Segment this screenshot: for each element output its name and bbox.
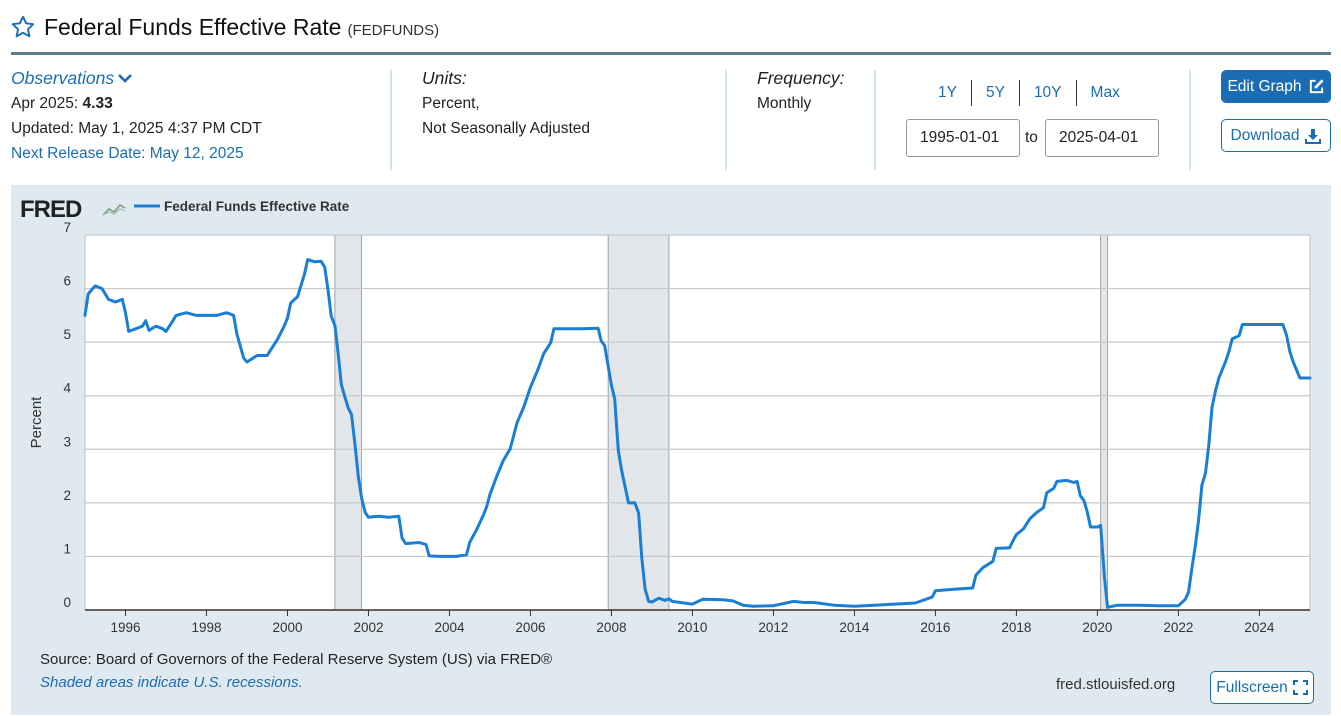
- series-id: (FEDFUNDS): [347, 21, 440, 39]
- latest-period: Apr 2025:: [11, 95, 79, 112]
- observations-dropdown[interactable]: Observations: [11, 66, 262, 91]
- chevron-down-icon: [118, 73, 133, 83]
- observations-label: Observations: [11, 68, 115, 88]
- units-line1: Percent,: [422, 95, 480, 112]
- y-tick-label: 3: [63, 434, 71, 449]
- recession-band: [334, 234, 363, 611]
- x-tick-label: 2004: [434, 620, 465, 635]
- range-5y-button[interactable]: 5Y: [970, 80, 1019, 106]
- grid-lines: [84, 234, 1311, 610]
- units-label: Units:: [422, 68, 467, 88]
- fred-logo: FRED: [20, 196, 126, 223]
- column-divider: [874, 70, 876, 170]
- recession-band: [607, 234, 670, 611]
- y-tick-label: 6: [63, 274, 71, 289]
- x-tick-label: 2020: [1082, 620, 1112, 635]
- x-axis-ticks: 1996 1998 2000 2002 2004 2006 2008 2010 2012 2014…: [110, 610, 1275, 635]
- recession-note-link[interactable]: Shaded areas indicate U.S. recessions.: [40, 674, 303, 691]
- end-date-input[interactable]: 2025-04-01: [1045, 119, 1159, 157]
- x-tick-label: 2016: [920, 620, 950, 635]
- column-divider: [390, 70, 392, 170]
- y-tick-label: 7: [63, 220, 71, 235]
- frequency-label: Frequency:: [757, 68, 845, 88]
- frequency-value: Monthly: [757, 95, 812, 112]
- svg-text:FRED: FRED: [20, 196, 82, 223]
- range-1y-button[interactable]: 1Y: [938, 84, 957, 101]
- range-buttons: 1Y 5Y 10Y Max: [924, 80, 1134, 106]
- y-tick-label: 5: [63, 327, 71, 342]
- y-tick-label: 4: [63, 381, 71, 396]
- download-button[interactable]: Download: [1221, 119, 1331, 152]
- x-tick-label: 1998: [191, 620, 221, 635]
- latest-observation: Apr 2025: 4.33: [11, 91, 262, 116]
- series-line-fedfunds: [83, 258, 1312, 609]
- next-release-link[interactable]: Next Release Date: May 12, 2025: [11, 145, 244, 162]
- download-label: Download: [1230, 126, 1300, 144]
- units-line2: Not Seasonally Adjusted: [422, 120, 591, 137]
- x-tick-label: 2018: [1001, 620, 1031, 635]
- range-max-button[interactable]: Max: [1075, 80, 1134, 106]
- page-title: Federal Funds Effective Rate: [44, 13, 342, 40]
- fred-site-text: fred.stlouisfed.org: [1056, 676, 1176, 693]
- x-tick-label: 1996: [110, 620, 140, 635]
- x-tick-label: 2000: [272, 620, 302, 635]
- y-tick-label: 1: [63, 541, 71, 556]
- y-axis-ticks: 0 1 2 3 4 5 6 7: [63, 220, 71, 610]
- x-tick-label: 2022: [1163, 620, 1193, 635]
- edit-graph-button[interactable]: Edit Graph: [1221, 70, 1331, 103]
- x-tick-label: 2008: [596, 620, 626, 635]
- edit-icon: [1309, 79, 1324, 94]
- latest-value: 4.33: [82, 95, 113, 112]
- source-text: Source: Board of Governors of the Federa…: [40, 651, 553, 668]
- y-axis-label: Percent: [28, 396, 45, 449]
- title-divider: [11, 52, 1331, 55]
- observations-panel: Observations Apr 2025: 4.33 Updated: May…: [11, 66, 262, 166]
- y-tick-label: 2: [63, 488, 71, 503]
- fullscreen-button[interactable]: Fullscreen: [1210, 671, 1314, 704]
- units-panel: Units: Percent, Not Seasonally Adjusted: [422, 66, 590, 141]
- fullscreen-icon: [1292, 680, 1308, 695]
- x-tick-label: 2006: [515, 620, 545, 635]
- plot-area: [85, 235, 1310, 610]
- legend-label: Federal Funds Effective Rate: [164, 199, 350, 214]
- fred-line-chart: FRED Federal Funds Effective Rate 0 1 2 3 4 5…: [20, 196, 1312, 635]
- x-tick-label: 2014: [839, 620, 870, 635]
- frequency-panel: Frequency: Monthly: [757, 66, 845, 116]
- fullscreen-label: Fullscreen: [1216, 678, 1288, 696]
- column-divider: [1189, 70, 1191, 170]
- y-tick-label: 0: [63, 595, 71, 610]
- x-tick-label: 2010: [677, 620, 707, 635]
- range-10y-button[interactable]: 10Y: [1018, 80, 1076, 106]
- updated-text: Updated: May 1, 2025 4:37 PM CDT: [11, 120, 262, 137]
- to-label: to: [1025, 129, 1038, 146]
- chart-panel: FRED Federal Funds Effective Rate 0 1 2 3 4 5…: [11, 185, 1331, 715]
- fred-logo-chart-icon: [102, 204, 126, 216]
- x-tick-label: 2024: [1244, 620, 1275, 635]
- start-date-input[interactable]: 1995-01-01: [906, 119, 1020, 157]
- x-tick-label: 2012: [758, 620, 788, 635]
- title-row: Federal Funds Effective Rate (FEDFUNDS): [10, 10, 439, 44]
- star-icon[interactable]: [10, 14, 36, 40]
- download-icon: [1305, 128, 1322, 144]
- edit-graph-label: Edit Graph: [1227, 77, 1302, 95]
- x-tick-label: 2002: [353, 620, 383, 635]
- column-divider: [725, 70, 727, 170]
